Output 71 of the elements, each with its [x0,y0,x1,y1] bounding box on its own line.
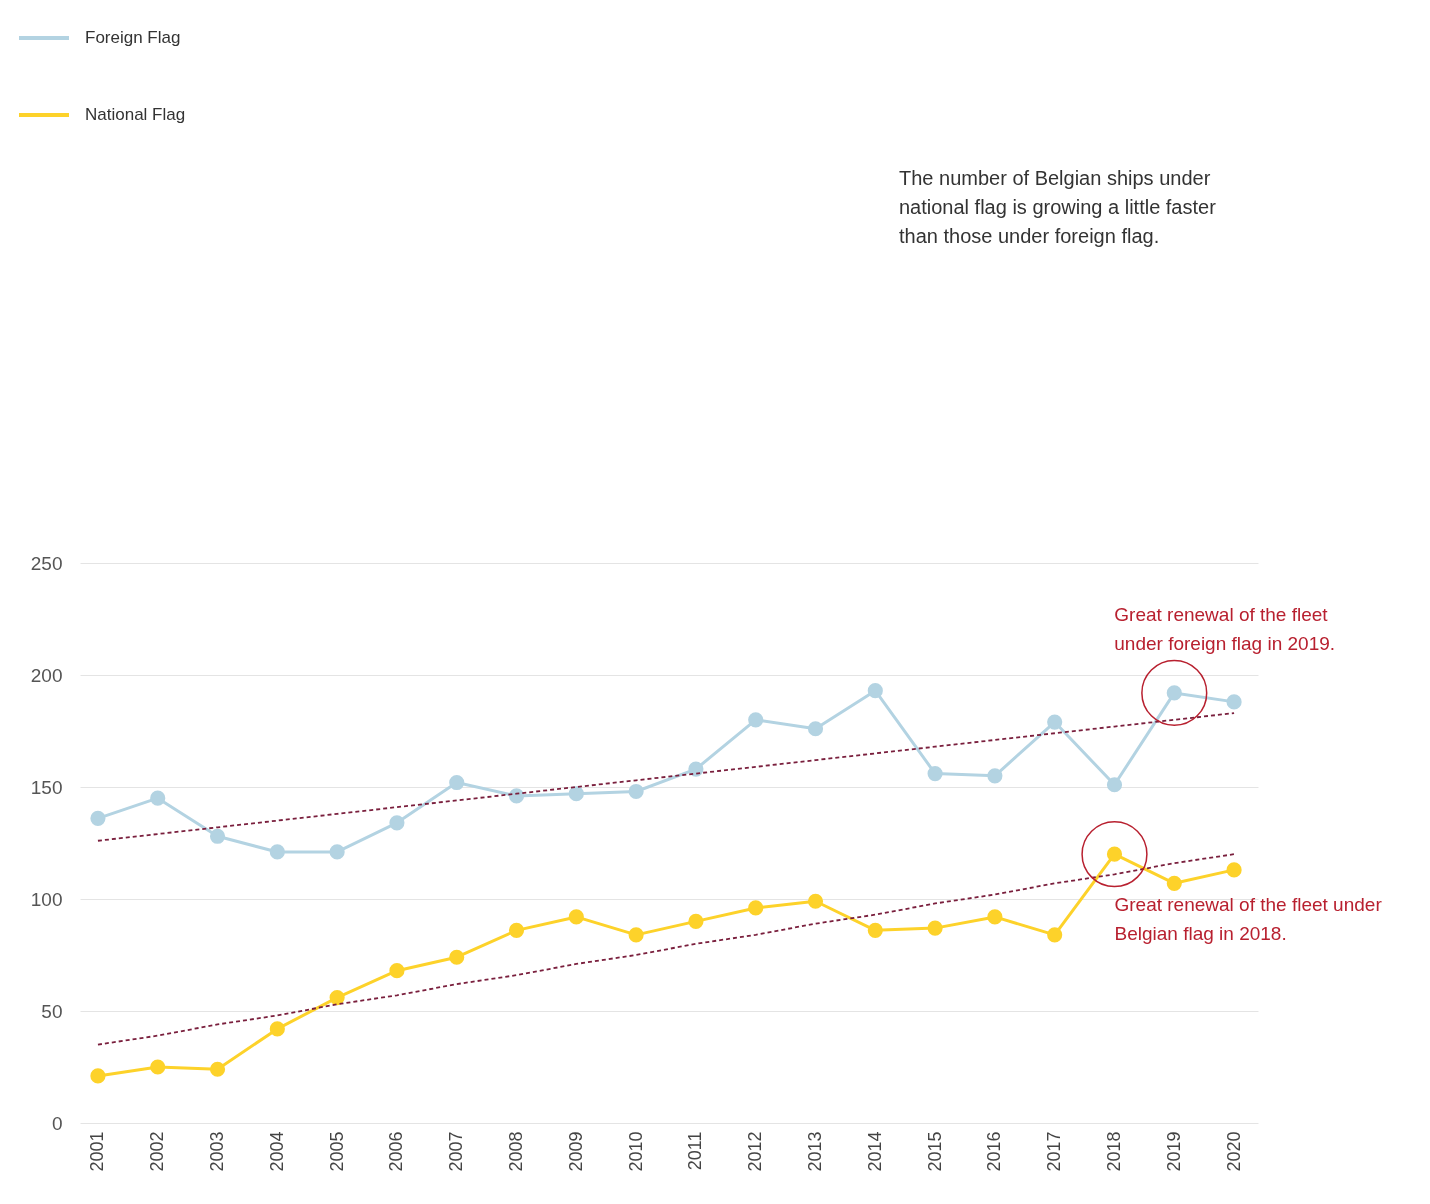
point [329,844,345,860]
x-tick-label: 2017 [1044,1131,1065,1172]
point [269,844,285,860]
line-series [97,853,1235,1046]
point [628,927,644,943]
point [628,783,644,800]
point [449,949,465,965]
x-tick-label: 2009 [565,1131,586,1172]
point [1226,694,1242,710]
y-tick-label: 100 [30,888,63,910]
y-tick-label: 200 [30,664,63,686]
point [688,761,704,777]
point [269,1021,285,1037]
point [807,721,824,737]
point [568,786,584,802]
point [90,810,106,826]
y-tick-label: 0 [51,1112,63,1134]
point [90,1068,106,1084]
x-tick-label: 2010 [625,1131,646,1172]
point [508,922,525,938]
x-tick-label: 2013 [805,1131,825,1172]
y-tick-label: 250 [30,552,63,574]
point [927,920,943,936]
point [748,712,764,728]
x-tick-label: 2004 [266,1131,287,1172]
x-tick-label: 2016 [984,1131,1005,1172]
point [1106,777,1123,793]
x-tick-label: 2015 [924,1131,945,1172]
legend-label: National Flag [85,105,186,124]
x-tick-label: 2001 [87,1131,108,1172]
point [867,683,883,699]
point [688,913,704,929]
line-series [97,712,1235,842]
x-tick-label: 2006 [386,1131,407,1172]
annotation: Great renewal of the fleet under Belgian flag in 2018. [1114,894,1383,945]
x-tick-label: 2005 [326,1131,347,1172]
point [449,774,465,791]
point [389,815,405,831]
point [568,909,584,925]
point [1047,714,1063,730]
x-tick-label: 2012 [745,1131,766,1172]
x-tick-label: 2014 [864,1131,885,1172]
x-tick-label: 2007 [446,1131,467,1172]
point [150,790,166,806]
point [987,909,1003,925]
point [867,922,883,938]
point [748,900,764,916]
point [807,893,824,909]
point [1047,927,1063,943]
x-tick-label: 2019 [1163,1131,1184,1172]
x-tick-label: 2008 [506,1131,527,1172]
point [150,1059,166,1075]
point [1166,685,1182,701]
point [1226,862,1242,878]
legend-label: Foreign Flag [85,28,181,47]
x-tick-label: 2002 [147,1131,168,1172]
point [987,768,1003,784]
point [329,989,345,1006]
annotation: Great renewal of the fleet under foreign flag in 2019. [1114,603,1336,654]
point [209,828,226,844]
point [1166,875,1182,891]
point [389,963,405,979]
y-tick-label: 50 [41,1000,63,1022]
x-tick-label: 2011 [685,1131,706,1171]
point [927,765,943,782]
point [209,1061,226,1077]
text: The number of Belgian ships under national flag is growing a little faster than those under foreign flag. [899,167,1217,247]
x-tick-label: 2020 [1223,1131,1244,1172]
x-tick-label: 2003 [207,1131,228,1172]
x-tick-label: 2018 [1103,1131,1124,1172]
y-tick-label: 150 [30,776,63,798]
